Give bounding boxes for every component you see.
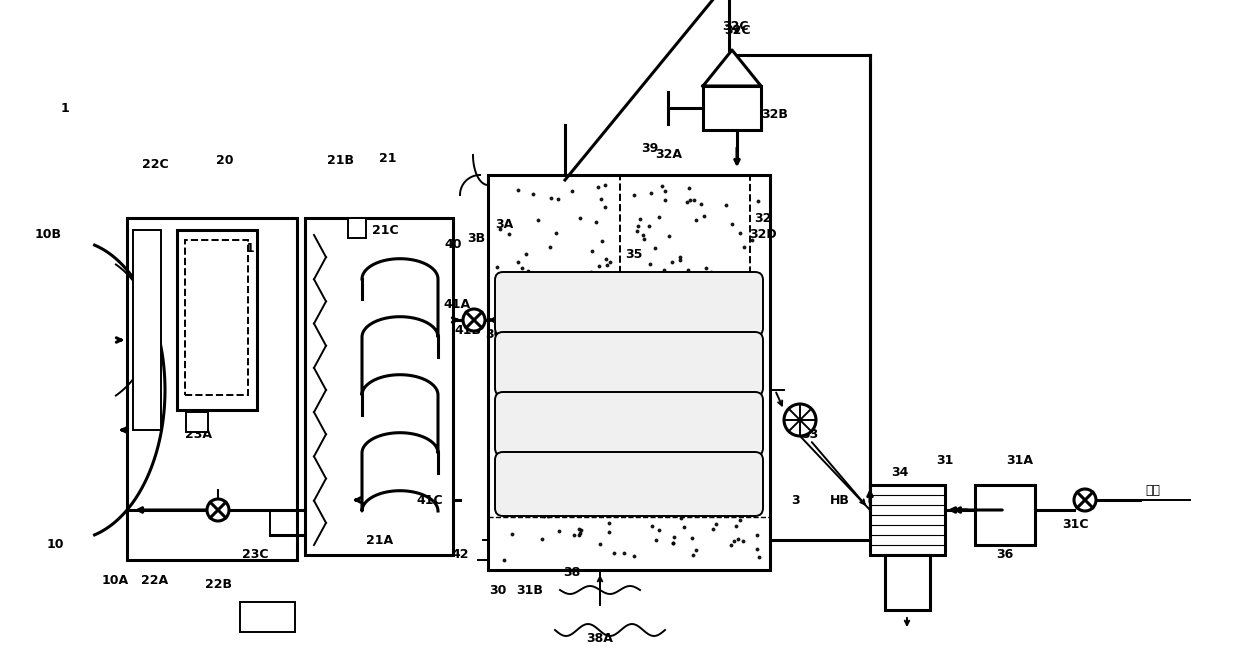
Text: 32B: 32B: [761, 108, 789, 122]
Bar: [126, 218, 298, 560]
Text: 30: 30: [490, 583, 507, 597]
Text: 31C: 31C: [1061, 518, 1089, 531]
Text: 3C: 3C: [485, 329, 503, 341]
Circle shape: [463, 309, 485, 331]
Polygon shape: [703, 50, 761, 86]
Text: 10: 10: [46, 538, 63, 551]
Bar: [186, 412, 208, 432]
Text: 35: 35: [625, 248, 642, 262]
Text: 空气: 空气: [1145, 483, 1159, 496]
Text: 3A: 3A: [495, 218, 513, 231]
Text: 3: 3: [791, 494, 800, 507]
Text: 10A: 10A: [102, 573, 129, 586]
Text: 50: 50: [257, 608, 274, 621]
Text: 50: 50: [258, 610, 275, 623]
Text: 32C: 32C: [722, 21, 748, 34]
Text: 31A: 31A: [1007, 454, 1033, 467]
Circle shape: [784, 404, 816, 436]
Circle shape: [1074, 489, 1096, 511]
Text: 1: 1: [61, 102, 69, 115]
Text: 3B: 3B: [467, 231, 485, 244]
Text: 21A: 21A: [367, 533, 393, 546]
Text: 22C: 22C: [141, 159, 169, 172]
Text: 20: 20: [216, 154, 234, 167]
Text: 33: 33: [801, 428, 818, 441]
Text: 32A: 32A: [656, 148, 682, 161]
Bar: [703, 86, 761, 130]
Bar: [185, 240, 248, 395]
Bar: [133, 230, 161, 430]
Text: 42: 42: [451, 548, 469, 562]
Text: 22A: 22A: [141, 573, 169, 586]
Text: 41B: 41B: [455, 323, 481, 336]
FancyBboxPatch shape: [495, 332, 763, 396]
Bar: [620, 175, 750, 360]
Bar: [870, 485, 945, 555]
Text: 41A: 41A: [444, 299, 470, 312]
Text: 39: 39: [641, 141, 658, 154]
Text: 40: 40: [444, 238, 461, 251]
FancyBboxPatch shape: [495, 272, 763, 336]
Text: 34: 34: [892, 467, 909, 480]
Bar: [177, 230, 257, 410]
Circle shape: [207, 499, 229, 521]
Text: 23: 23: [196, 246, 213, 259]
Text: 22B: 22B: [205, 579, 232, 592]
Text: 31B: 31B: [517, 583, 543, 597]
Bar: [348, 218, 366, 238]
Text: 21: 21: [379, 152, 397, 165]
Text: 38A: 38A: [587, 632, 614, 645]
Bar: [489, 175, 770, 570]
Bar: [975, 485, 1035, 545]
Text: HB: HB: [830, 494, 849, 507]
Text: 23B1: 23B1: [219, 242, 254, 255]
Text: 36: 36: [997, 548, 1013, 562]
Text: 32C: 32C: [724, 23, 750, 36]
Text: 23A: 23A: [185, 428, 212, 441]
Text: 41C: 41C: [417, 494, 444, 507]
Bar: [305, 218, 453, 555]
FancyBboxPatch shape: [495, 392, 763, 456]
Text: 32D: 32D: [749, 229, 776, 242]
Text: 31: 31: [936, 454, 954, 467]
Text: 23B2: 23B2: [192, 362, 228, 375]
Text: 32: 32: [754, 211, 771, 224]
Text: 10B: 10B: [35, 229, 62, 242]
Text: 38: 38: [563, 566, 580, 579]
Bar: [241, 602, 295, 632]
Text: 21B: 21B: [326, 154, 353, 167]
FancyBboxPatch shape: [495, 452, 763, 516]
Text: 21C: 21C: [372, 224, 398, 237]
Bar: [885, 555, 930, 610]
Text: 23C: 23C: [242, 548, 268, 562]
